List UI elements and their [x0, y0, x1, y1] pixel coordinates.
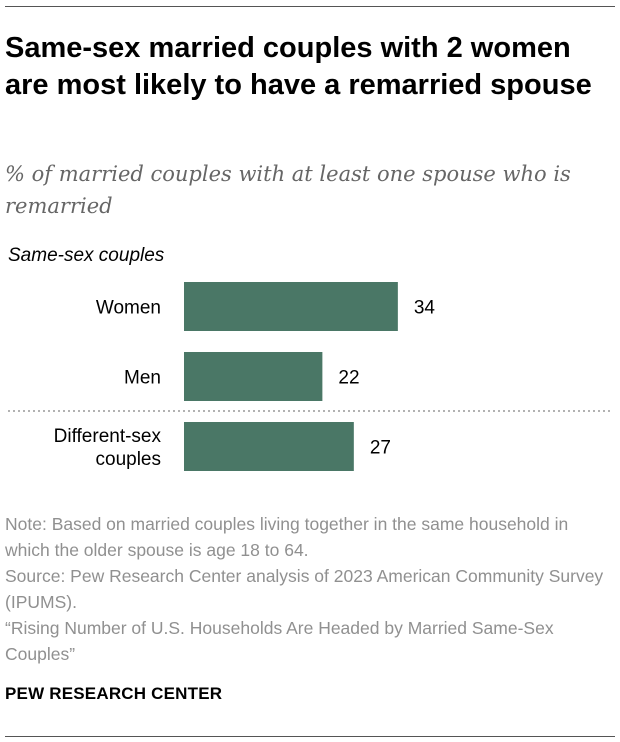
top-rule — [5, 6, 615, 7]
brand-logo-text: PEW RESEARCH CENTER — [5, 684, 223, 703]
category-label: Different-sex couples — [54, 426, 162, 470]
note-text: Note: Based on married couples living to… — [5, 514, 569, 560]
report-title-text: “Rising Number of U.S. Households Are He… — [5, 618, 554, 664]
chart-notes: Note: Based on married couples living to… — [5, 511, 605, 667]
bar-chart: 34 Women 22 Men 27 Different-sex couples — [8, 282, 612, 471]
category-label: Women — [96, 298, 161, 319]
source-text: Source: Pew Research Center analysis of … — [5, 566, 604, 612]
category-label: Men — [124, 368, 161, 389]
value-label: 22 — [338, 368, 359, 389]
bar-men — [184, 352, 323, 401]
bar-women — [184, 282, 398, 331]
bars-layer: 34 Women 22 Men 27 Different-sex couples — [8, 282, 612, 471]
bottom-rule — [5, 736, 615, 737]
value-label: 27 — [370, 438, 391, 459]
chart-subtitle: % of married couples with at least one s… — [5, 162, 571, 218]
group-label: Same-sex couples — [8, 245, 165, 266]
chart-title: Same-sex married couples with 2 women ar… — [5, 32, 592, 101]
bar-different-sex-couples — [184, 422, 354, 471]
value-label: 34 — [414, 298, 436, 319]
